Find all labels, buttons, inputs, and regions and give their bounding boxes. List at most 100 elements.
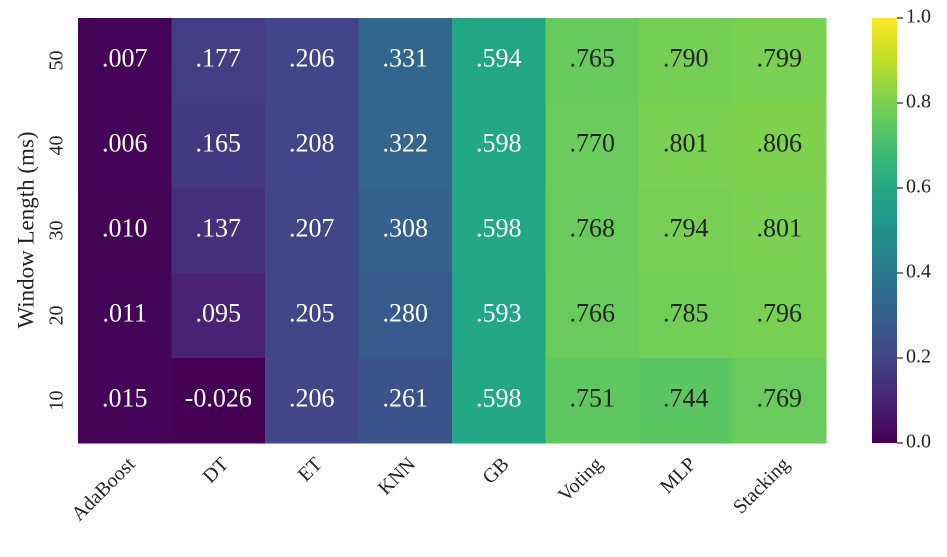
heatmap-cell	[171, 103, 266, 189]
cell-label: .206	[289, 383, 335, 412]
y-tick-label: 10	[46, 391, 68, 411]
heatmap-cell	[78, 358, 172, 444]
heatmap-cell	[732, 188, 827, 274]
cell-label: .801	[757, 213, 803, 242]
heatmap-cell	[639, 273, 733, 359]
cell-label: .598	[476, 213, 522, 242]
heatmap-cell	[639, 103, 733, 189]
heatmap-cell	[78, 273, 172, 359]
cell-label: .011	[102, 298, 147, 327]
cell-label: .177	[196, 43, 242, 72]
cell-label: .006	[102, 128, 148, 157]
y-tick-label: 20	[46, 306, 68, 326]
heatmap-cell	[78, 18, 172, 104]
heatmap-cell	[545, 358, 640, 444]
heatmap-cell	[545, 273, 640, 359]
cell-label: .165	[196, 128, 242, 157]
x-tick-label: AdaBoost	[67, 453, 139, 525]
colorbar-tick-label: 0.8	[906, 91, 931, 113]
cell-label: .796	[757, 298, 803, 327]
cell-label: .280	[383, 298, 429, 327]
cell-label: .806	[757, 128, 803, 157]
cell-label: .785	[663, 298, 709, 327]
cell-label: .010	[102, 213, 148, 242]
cell-label: .766	[570, 298, 616, 327]
cell-label: .205	[289, 298, 335, 327]
heatmap-cell	[452, 18, 546, 104]
y-tick-label: 40	[46, 136, 68, 156]
heatmap-cell	[171, 188, 266, 274]
cell-label: .593	[476, 298, 522, 327]
x-tick-label: Stacking	[729, 453, 794, 518]
heatmap-cell	[639, 358, 733, 444]
heatmap-cell	[452, 103, 546, 189]
colorbar-tick-label: 0.6	[906, 176, 931, 198]
heatmap-cell	[171, 358, 266, 444]
cell-label: .207	[289, 213, 335, 242]
colorbar-tick-label: 0.4	[906, 261, 931, 283]
heatmap-cell	[171, 273, 266, 359]
heatmap-cell	[358, 103, 453, 189]
heatmap-cell	[545, 188, 640, 274]
cell-label: .015	[102, 383, 148, 412]
heatmap-cell	[732, 18, 827, 104]
cell-label: -0.026	[185, 383, 252, 412]
x-tick-label: Voting	[554, 453, 607, 506]
heatmap-cell	[732, 358, 827, 444]
heatmap-cell	[358, 18, 453, 104]
cell-label: .331	[383, 43, 429, 72]
heatmap-cell	[265, 188, 359, 274]
cell-label: .769	[757, 383, 803, 412]
heatmap-cell	[358, 358, 453, 444]
colorbar-tick-label: 0.0	[906, 431, 931, 453]
heatmap-cell	[545, 103, 640, 189]
cell-label: .799	[757, 43, 803, 72]
cell-label: .308	[383, 213, 429, 242]
cell-label: .095	[196, 298, 242, 327]
y-axis-label: Window Length (ms)	[13, 131, 38, 328]
colorbar	[872, 18, 897, 443]
heatmap-cell	[171, 18, 266, 104]
cell-label: .790	[663, 43, 709, 72]
x-tick-label: KNN	[374, 453, 420, 499]
colorbar-tick-label: 0.2	[906, 346, 931, 368]
cell-label: .801	[663, 128, 709, 157]
heatmap-cell	[452, 273, 546, 359]
cell-label: .770	[570, 128, 616, 157]
x-tick-label: MLP	[656, 453, 701, 498]
cell-label: .794	[663, 213, 709, 242]
heatmap-cell	[358, 273, 453, 359]
cell-label: .261	[383, 383, 429, 412]
heatmap-cell	[78, 188, 172, 274]
y-tick-label: 50	[46, 51, 68, 71]
heatmap-cell	[265, 103, 359, 189]
x-tick-label: GB	[478, 453, 513, 488]
heatmap-cell	[78, 103, 172, 189]
cell-label: .007	[102, 43, 148, 72]
heatmap-cell	[732, 103, 827, 189]
cell-label: .206	[289, 43, 335, 72]
cell-label: .765	[570, 43, 616, 72]
cell-label: .744	[663, 383, 709, 412]
heatmap-cell	[732, 273, 827, 359]
heatmap-cell	[452, 188, 546, 274]
cell-label: .598	[476, 383, 522, 412]
heatmap-cell	[265, 273, 359, 359]
colorbar-tick-label: 1.0	[906, 6, 931, 28]
heatmap-cell	[545, 18, 640, 104]
cell-label: .768	[570, 213, 616, 242]
cell-label: .322	[383, 128, 429, 157]
heatmap-cell	[265, 18, 359, 104]
cell-label: .751	[570, 383, 616, 412]
x-tick-label: DT	[199, 453, 233, 487]
cell-label: .137	[196, 213, 242, 242]
cell-label: .594	[476, 43, 522, 72]
x-tick-label: ET	[294, 453, 327, 486]
cell-label: .598	[476, 128, 522, 157]
y-tick-label: 30	[46, 221, 68, 241]
heatmap-cell	[265, 358, 359, 444]
heatmap-cell	[358, 188, 453, 274]
cell-label: .208	[289, 128, 335, 157]
